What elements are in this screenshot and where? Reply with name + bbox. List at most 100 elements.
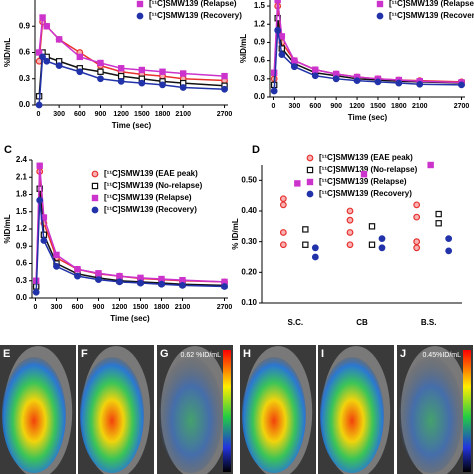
x-tick-label: 0: [36, 111, 40, 118]
data-point: [117, 65, 125, 72]
x-tick-label: 1800: [155, 111, 171, 118]
data-point: [53, 251, 60, 259]
data-point: [221, 283, 228, 290]
x-tick-label: 1800: [391, 103, 407, 110]
y-tick-label: 1.8: [16, 190, 28, 199]
legend-marker: [306, 190, 314, 198]
data-point: [35, 49, 43, 56]
image-uptake: [242, 357, 306, 473]
data-point: [97, 59, 104, 67]
data-point: [294, 180, 301, 187]
y-tick-label: 0.10: [241, 298, 257, 307]
x-tick-label: B.S.: [421, 318, 437, 327]
data-point: [413, 213, 421, 221]
x-tick-label: 2700: [217, 304, 233, 311]
data-point: [179, 281, 186, 289]
y-tick-label: 0.9: [254, 38, 266, 47]
data-point: [395, 79, 403, 87]
data-point: [179, 70, 187, 77]
x-tick-label: 300: [51, 304, 63, 311]
image-uptake: [159, 357, 223, 473]
x-tick-label: 1200: [112, 304, 128, 311]
data-point: [413, 238, 421, 246]
data-point: [97, 75, 104, 83]
y-tick-label: 0.0: [19, 100, 31, 109]
data-point: [435, 220, 442, 227]
data-point: [43, 23, 50, 30]
image-uptake: [399, 357, 463, 473]
data-point: [311, 72, 319, 80]
x-tick-label: 2700: [217, 111, 233, 118]
legend-label: [¹¹C]SMW139 (Recovery): [149, 11, 242, 20]
data-point: [76, 68, 84, 76]
x-tick-label: 0: [272, 103, 276, 110]
data-point: [74, 266, 81, 273]
x-tick-label: 2100: [412, 103, 428, 110]
y-tick-label: 0.30: [241, 237, 257, 246]
data-point: [435, 210, 442, 218]
data-point: [290, 63, 298, 71]
legend-marker: [376, 0, 384, 8]
x-axis-label: Time (sec): [348, 113, 388, 122]
data-point: [368, 223, 376, 230]
legend-marker: [376, 12, 384, 20]
data-point: [302, 226, 309, 233]
legend-label: [¹¹C]SMW139 (EAE peak): [319, 153, 413, 162]
y-tick-label: 0.6: [19, 48, 31, 57]
data-point: [179, 84, 187, 91]
x-tick-label: 1500: [134, 111, 150, 118]
y-tick-label: 1.2: [16, 224, 28, 233]
data-point: [53, 262, 60, 270]
y-tick-label: 0.3: [16, 276, 28, 285]
legend-marker: [91, 170, 99, 178]
y-axis-label: %ID/mL: [239, 34, 248, 63]
data-point: [36, 196, 44, 204]
data-point: [278, 33, 286, 40]
data-point: [270, 87, 278, 95]
color-scale: [223, 350, 231, 472]
panel-letter: J: [400, 348, 406, 360]
data-point: [346, 207, 354, 215]
y-tick-label: 0.3: [19, 74, 31, 83]
panel-letter: E: [3, 348, 10, 360]
legend-label: [¹¹C]SMW139 (Relapse): [104, 193, 192, 202]
legend-label: [¹¹C]SMW139 (Relapse): [319, 177, 407, 186]
data-point: [221, 85, 228, 93]
data-point: [159, 81, 166, 89]
data-point: [278, 51, 286, 58]
data-point: [40, 237, 48, 244]
legend-label: [¹¹C]SMW139 (Relapse): [149, 0, 237, 8]
legend-label: [¹¹C]SMW139 (No-relapse): [319, 165, 418, 174]
y-tick-label: 0.0: [16, 293, 28, 302]
x-tick-label: 600: [72, 304, 84, 311]
data-point: [95, 270, 102, 277]
data-point: [311, 244, 319, 252]
data-point: [43, 57, 51, 65]
legend-label: [¹¹C]SMW139 (EAE peak): [104, 169, 198, 178]
series-line: [35, 188, 225, 287]
data-point: [374, 78, 382, 86]
y-tick-label: 0.6: [16, 259, 28, 268]
x-tick-label: 1200: [349, 103, 365, 110]
data-point: [274, 0, 281, 4]
panel-letter: D: [252, 144, 260, 156]
x-tick-label: 1200: [113, 111, 129, 118]
panel-letter: H: [243, 348, 251, 360]
legend-marker: [91, 182, 99, 190]
legend-label: [¹¹C]SMW139 (Relapse): [389, 0, 474, 8]
data-point: [97, 68, 104, 75]
data-point: [159, 68, 166, 75]
data-point: [311, 253, 319, 261]
x-tick-label: 900: [330, 103, 342, 110]
data-point: [445, 235, 453, 243]
data-point: [116, 272, 123, 280]
x-tick-label: 0: [34, 304, 38, 311]
data-point: [274, 26, 282, 34]
data-point: [291, 57, 298, 64]
legend-label: [¹¹C]SMW139 (No-relapse): [104, 181, 203, 190]
y-tick-label: 1.5: [254, 1, 266, 10]
data-point: [360, 171, 368, 178]
data-point: [312, 66, 319, 73]
y-tick-label: 0.0: [254, 92, 266, 101]
